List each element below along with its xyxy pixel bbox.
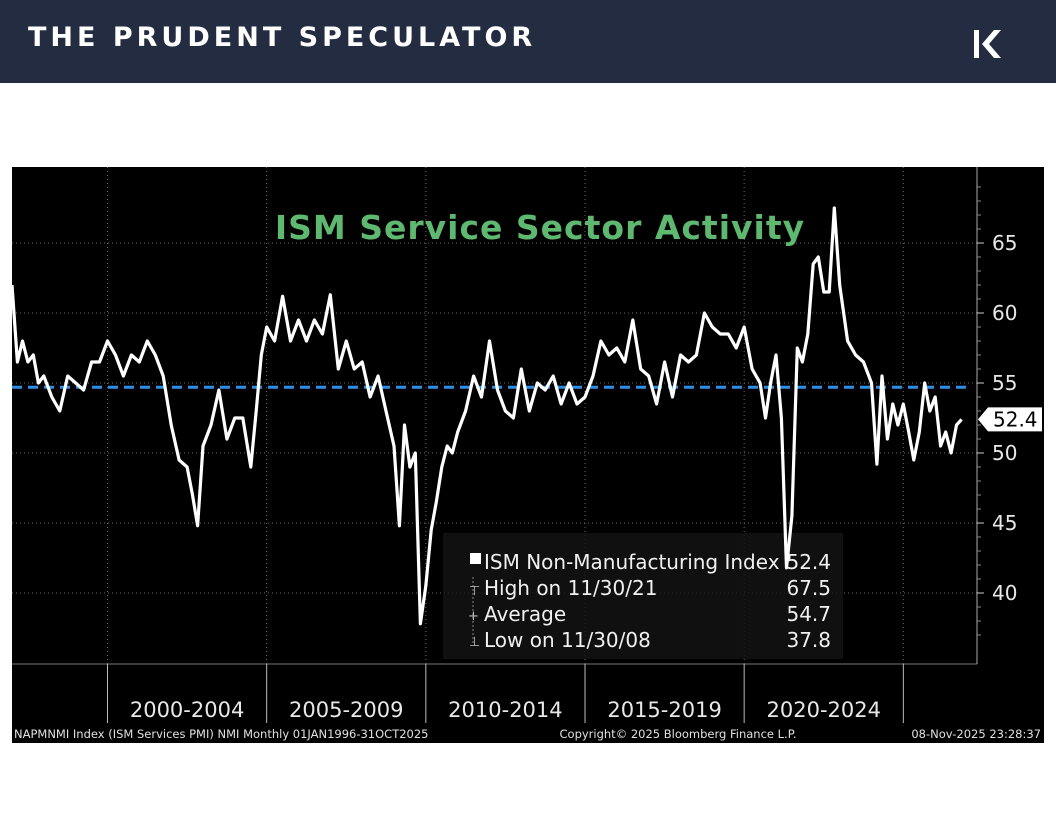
ism-series-line bbox=[12, 206, 963, 626]
legend-average-marker: + bbox=[468, 609, 479, 624]
x-axis-periods: 2000-2004 2005-2009 2010-2014 2015-2019 2020… bbox=[107, 664, 904, 723]
chart-area: 40 45 50 55 60 65 2000-2004 2005-2009 2010-2014… bbox=[12, 167, 1044, 743]
chart-title: ISM Service Sector Activity bbox=[275, 208, 805, 247]
legend-value: 37.8 bbox=[786, 628, 831, 652]
legend-value: 54.7 bbox=[786, 602, 831, 626]
y-tick-label: 60 bbox=[992, 301, 1017, 325]
legend-background bbox=[443, 533, 843, 659]
legend-label: Average bbox=[484, 602, 566, 626]
footer-source: NAPMNMI Index (ISM Services PMI) NMI Mon… bbox=[14, 727, 429, 741]
legend-box: ⊤ + ⊥ ISM Non-Manufacturing Index 52.4 High o… bbox=[443, 533, 843, 659]
y-tick-label: 65 bbox=[992, 231, 1017, 255]
footer-copyright: Copyright© 2025 Bloomberg Finance L.P. bbox=[560, 727, 797, 741]
chart-footer: NAPMNMI Index (ISM Services PMI) NMI Mon… bbox=[14, 727, 1041, 741]
y-tick-label: 55 bbox=[992, 371, 1017, 395]
last-value-tag bbox=[978, 407, 1042, 432]
y-axis-ticks: 40 45 50 55 60 65 bbox=[977, 186, 1017, 636]
legend-label: High on 11/30/21 bbox=[484, 576, 657, 600]
x-period-label: 2015-2019 bbox=[607, 698, 721, 722]
y-tick-label: 45 bbox=[992, 511, 1017, 535]
last-value-text: 52.4 bbox=[993, 407, 1038, 431]
legend-label: Low on 11/30/08 bbox=[484, 628, 651, 652]
last-value-label: 52.4 bbox=[978, 407, 1042, 432]
ism-chart: 40 45 50 55 60 65 2000-2004 2005-2009 2010-2014… bbox=[12, 167, 1042, 741]
footer-timestamp: 08-Nov-2025 23:28:37 bbox=[911, 727, 1041, 741]
brand-logo-icon bbox=[974, 30, 1001, 58]
x-period-label: 2010-2014 bbox=[448, 698, 562, 722]
legend-series-marker bbox=[470, 553, 481, 564]
legend-label: ISM Non-Manufacturing Index bbox=[484, 550, 780, 574]
y-tick-label: 50 bbox=[992, 441, 1017, 465]
y-tick-label: 40 bbox=[992, 581, 1017, 605]
brand-title: THE PRUDENT SPECULATOR bbox=[28, 22, 537, 53]
x-period-label: 2020-2024 bbox=[767, 698, 881, 722]
x-period-label: 2005-2009 bbox=[289, 698, 403, 722]
legend-value: 67.5 bbox=[786, 576, 831, 600]
header-banner: THE PRUDENT SPECULATOR bbox=[0, 0, 1056, 83]
legend-high-marker: ⊤ bbox=[469, 584, 480, 599]
x-period-label: 2000-2004 bbox=[130, 698, 244, 722]
legend-low-marker: ⊥ bbox=[469, 635, 480, 650]
legend-value: 52.4 bbox=[786, 550, 831, 574]
